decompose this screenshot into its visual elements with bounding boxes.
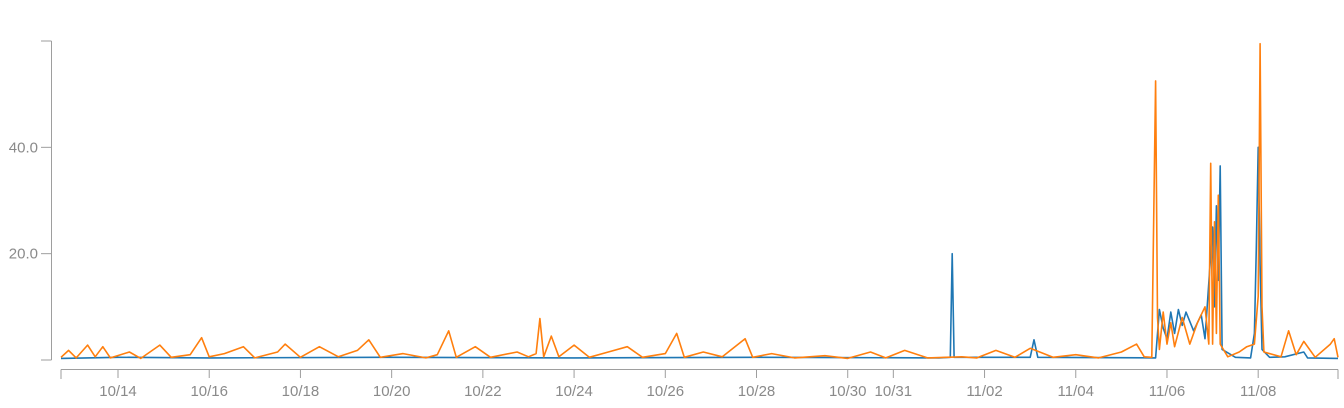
plot-area: [61, 44, 1338, 359]
x-tick-label: 11/04: [1058, 383, 1094, 400]
x-tick-label: 11/08: [1240, 383, 1276, 400]
x-axis: 10/14 10/16 10/18 10/20 10/22 10/24 10/26 10/28…: [61, 370, 1338, 401]
series-line-1: [61, 147, 1338, 358]
x-tick-label: 10/26: [647, 383, 685, 400]
x-tick-label: 10/28: [738, 383, 776, 400]
x-tick-label: 10/14: [99, 383, 137, 400]
y-tick-label: 40.0: [9, 139, 38, 156]
y-axis: 20.0 40.0: [9, 41, 52, 360]
x-tick-label: 11/06: [1149, 383, 1185, 400]
x-tick-label: 10/22: [464, 383, 502, 400]
x-tick-label: 10/24: [555, 383, 593, 400]
series-line-2: [61, 44, 1338, 359]
x-tick-label: 10/30: [829, 383, 867, 400]
x-tick-label: 10/31: [875, 383, 913, 400]
x-tick-label: 10/20: [373, 383, 411, 400]
x-tick-label: 11/02: [966, 383, 1002, 400]
x-tick-label: 10/18: [282, 383, 320, 400]
y-tick-label: 20.0: [9, 246, 38, 263]
x-tick-label: 10/16: [190, 383, 228, 400]
